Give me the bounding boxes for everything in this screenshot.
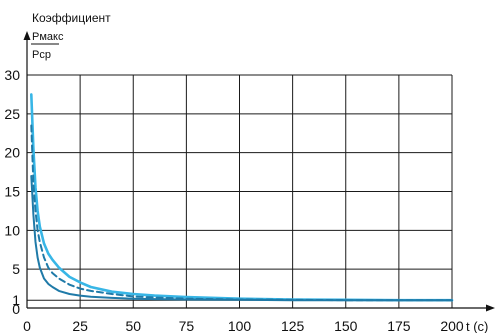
y-tick-label: 5 xyxy=(12,261,20,277)
y-tick-label: 1 xyxy=(12,292,20,308)
series-line xyxy=(30,175,453,302)
y-axis-arrow xyxy=(23,31,31,40)
y-tick-label: 15 xyxy=(4,184,20,200)
series-line xyxy=(30,124,453,302)
x-tick-label: 175 xyxy=(387,318,411,333)
series-group xyxy=(30,93,454,302)
x-tick-label: 75 xyxy=(179,318,195,333)
x-tick-label: 25 xyxy=(72,318,88,333)
y-tick-label: 10 xyxy=(4,222,20,238)
x-tick-label: 100 xyxy=(228,318,252,333)
y-axis-label-numerator: Pмакс xyxy=(32,31,64,43)
x-tick-label: 50 xyxy=(125,318,141,333)
x-axis-arrow xyxy=(486,304,495,312)
axes xyxy=(23,31,495,312)
y-tick-label: 0 xyxy=(12,301,20,317)
y-tick-label: 25 xyxy=(4,106,20,122)
x-tick-label: 0 xyxy=(23,318,31,333)
axis-labels: Коэффициент Pмакс Pср t (c) xyxy=(31,11,488,333)
y-tick-label: 20 xyxy=(4,145,20,161)
x-tick-label: 125 xyxy=(281,318,305,333)
y-tick-label: 30 xyxy=(4,67,20,83)
grid xyxy=(27,74,453,308)
x-tick-label: 150 xyxy=(334,318,358,333)
x-axis-label: t (c) xyxy=(466,319,488,333)
y-axis-label: Коэффициент xyxy=(32,11,111,25)
x-tick-label: 200 xyxy=(440,318,464,333)
y-axis-label-denominator: Pср xyxy=(32,49,51,61)
